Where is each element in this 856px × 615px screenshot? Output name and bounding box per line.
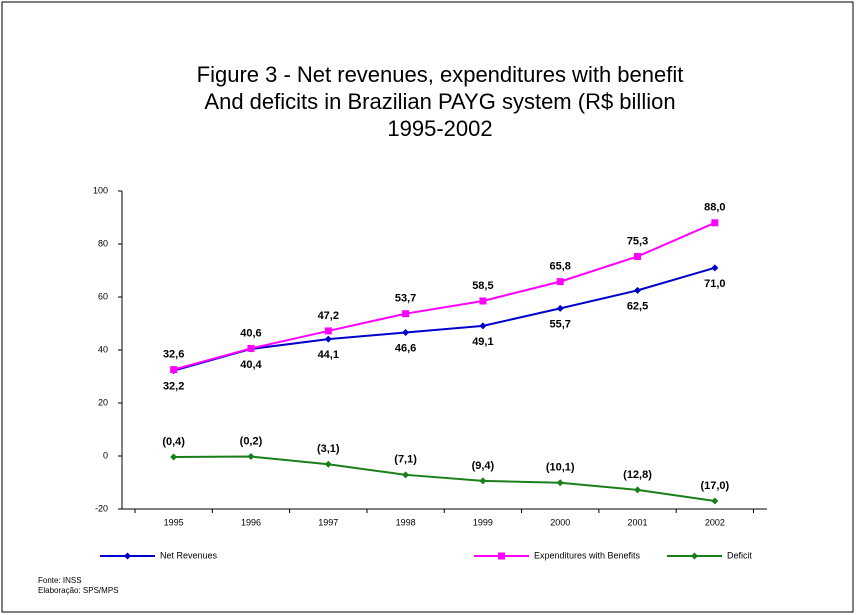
marker (634, 286, 642, 294)
chart-title: Figure 3 - Net revenues, expenditures wi… (197, 62, 684, 87)
marker (402, 471, 410, 479)
x-tick-label: 1997 (318, 517, 338, 527)
data-label: (17,0) (700, 480, 729, 492)
data-label: 53,7 (395, 293, 416, 305)
data-label: 65,8 (550, 261, 571, 273)
data-label: 44,1 (318, 349, 339, 361)
data-label: (0,2) (240, 435, 263, 447)
data-label: (9,4) (472, 460, 495, 472)
marker (324, 335, 332, 343)
marker (479, 477, 487, 485)
marker (247, 344, 255, 352)
data-label: (0,4) (162, 436, 185, 448)
legend-label: Net Revenues (160, 550, 218, 560)
marker (324, 327, 332, 335)
marker (170, 366, 178, 374)
series-line (173, 221, 716, 371)
marker (556, 278, 564, 286)
data-label: 71,0 (704, 278, 725, 290)
y-tick-label: 100 (93, 185, 108, 195)
footnote: Elaboração: SPS/MPS (38, 586, 118, 595)
data-label: (12,8) (623, 469, 652, 481)
data-label: 62,5 (627, 300, 648, 312)
x-tick-label: 2001 (628, 517, 648, 527)
marker (170, 453, 178, 461)
data-label: 58,5 (472, 280, 493, 292)
data-label: 49,1 (472, 336, 493, 348)
marker (634, 486, 642, 494)
x-tick-label: 1998 (396, 517, 416, 527)
data-label: 75,3 (627, 235, 648, 247)
marker (402, 329, 410, 337)
marker (479, 322, 487, 330)
data-label: 40,6 (240, 327, 261, 339)
series-line (173, 266, 716, 372)
x-tick-label: 1999 (473, 517, 493, 527)
data-label: 55,7 (550, 318, 571, 330)
chart-title: And deficits in Brazilian PAYG system (R… (204, 89, 675, 114)
marker (556, 479, 564, 487)
chart-title: 1995-2002 (387, 116, 492, 141)
y-tick-label: 80 (98, 238, 108, 248)
x-tick-label: 2000 (550, 517, 570, 527)
marker (247, 453, 255, 461)
marker (634, 252, 642, 260)
data-label: 88,0 (704, 202, 725, 214)
y-tick-label: 60 (98, 291, 108, 301)
marker (711, 497, 719, 505)
marker (711, 219, 719, 227)
legend-label: Deficit (727, 550, 753, 560)
x-tick-label: 1996 (241, 517, 261, 527)
marker (498, 552, 505, 560)
marker (711, 264, 719, 272)
data-label: 32,2 (163, 381, 184, 393)
x-tick-label: 1995 (164, 517, 184, 527)
legend-label: Expenditures with Benefits (534, 550, 641, 560)
marker (691, 552, 698, 560)
series-line (173, 455, 715, 503)
data-label: 47,2 (318, 310, 339, 322)
x-tick-label: 2002 (705, 517, 725, 527)
data-label: 46,6 (395, 342, 416, 354)
data-label: 32,6 (163, 349, 184, 361)
marker (556, 304, 564, 312)
marker (124, 552, 131, 560)
data-label: 40,4 (240, 359, 262, 371)
data-label: (10,1) (546, 462, 575, 474)
y-tick-label: -20 (95, 503, 108, 513)
y-tick-label: 20 (98, 397, 108, 407)
data-label: (3,1) (317, 443, 340, 455)
y-tick-label: 0 (103, 450, 108, 460)
y-tick-label: 40 (98, 344, 108, 354)
marker (402, 310, 410, 318)
footnote: Fonte: INSS (38, 576, 82, 585)
marker (479, 297, 487, 305)
marker (324, 460, 332, 468)
data-label: (7,1) (394, 454, 417, 466)
